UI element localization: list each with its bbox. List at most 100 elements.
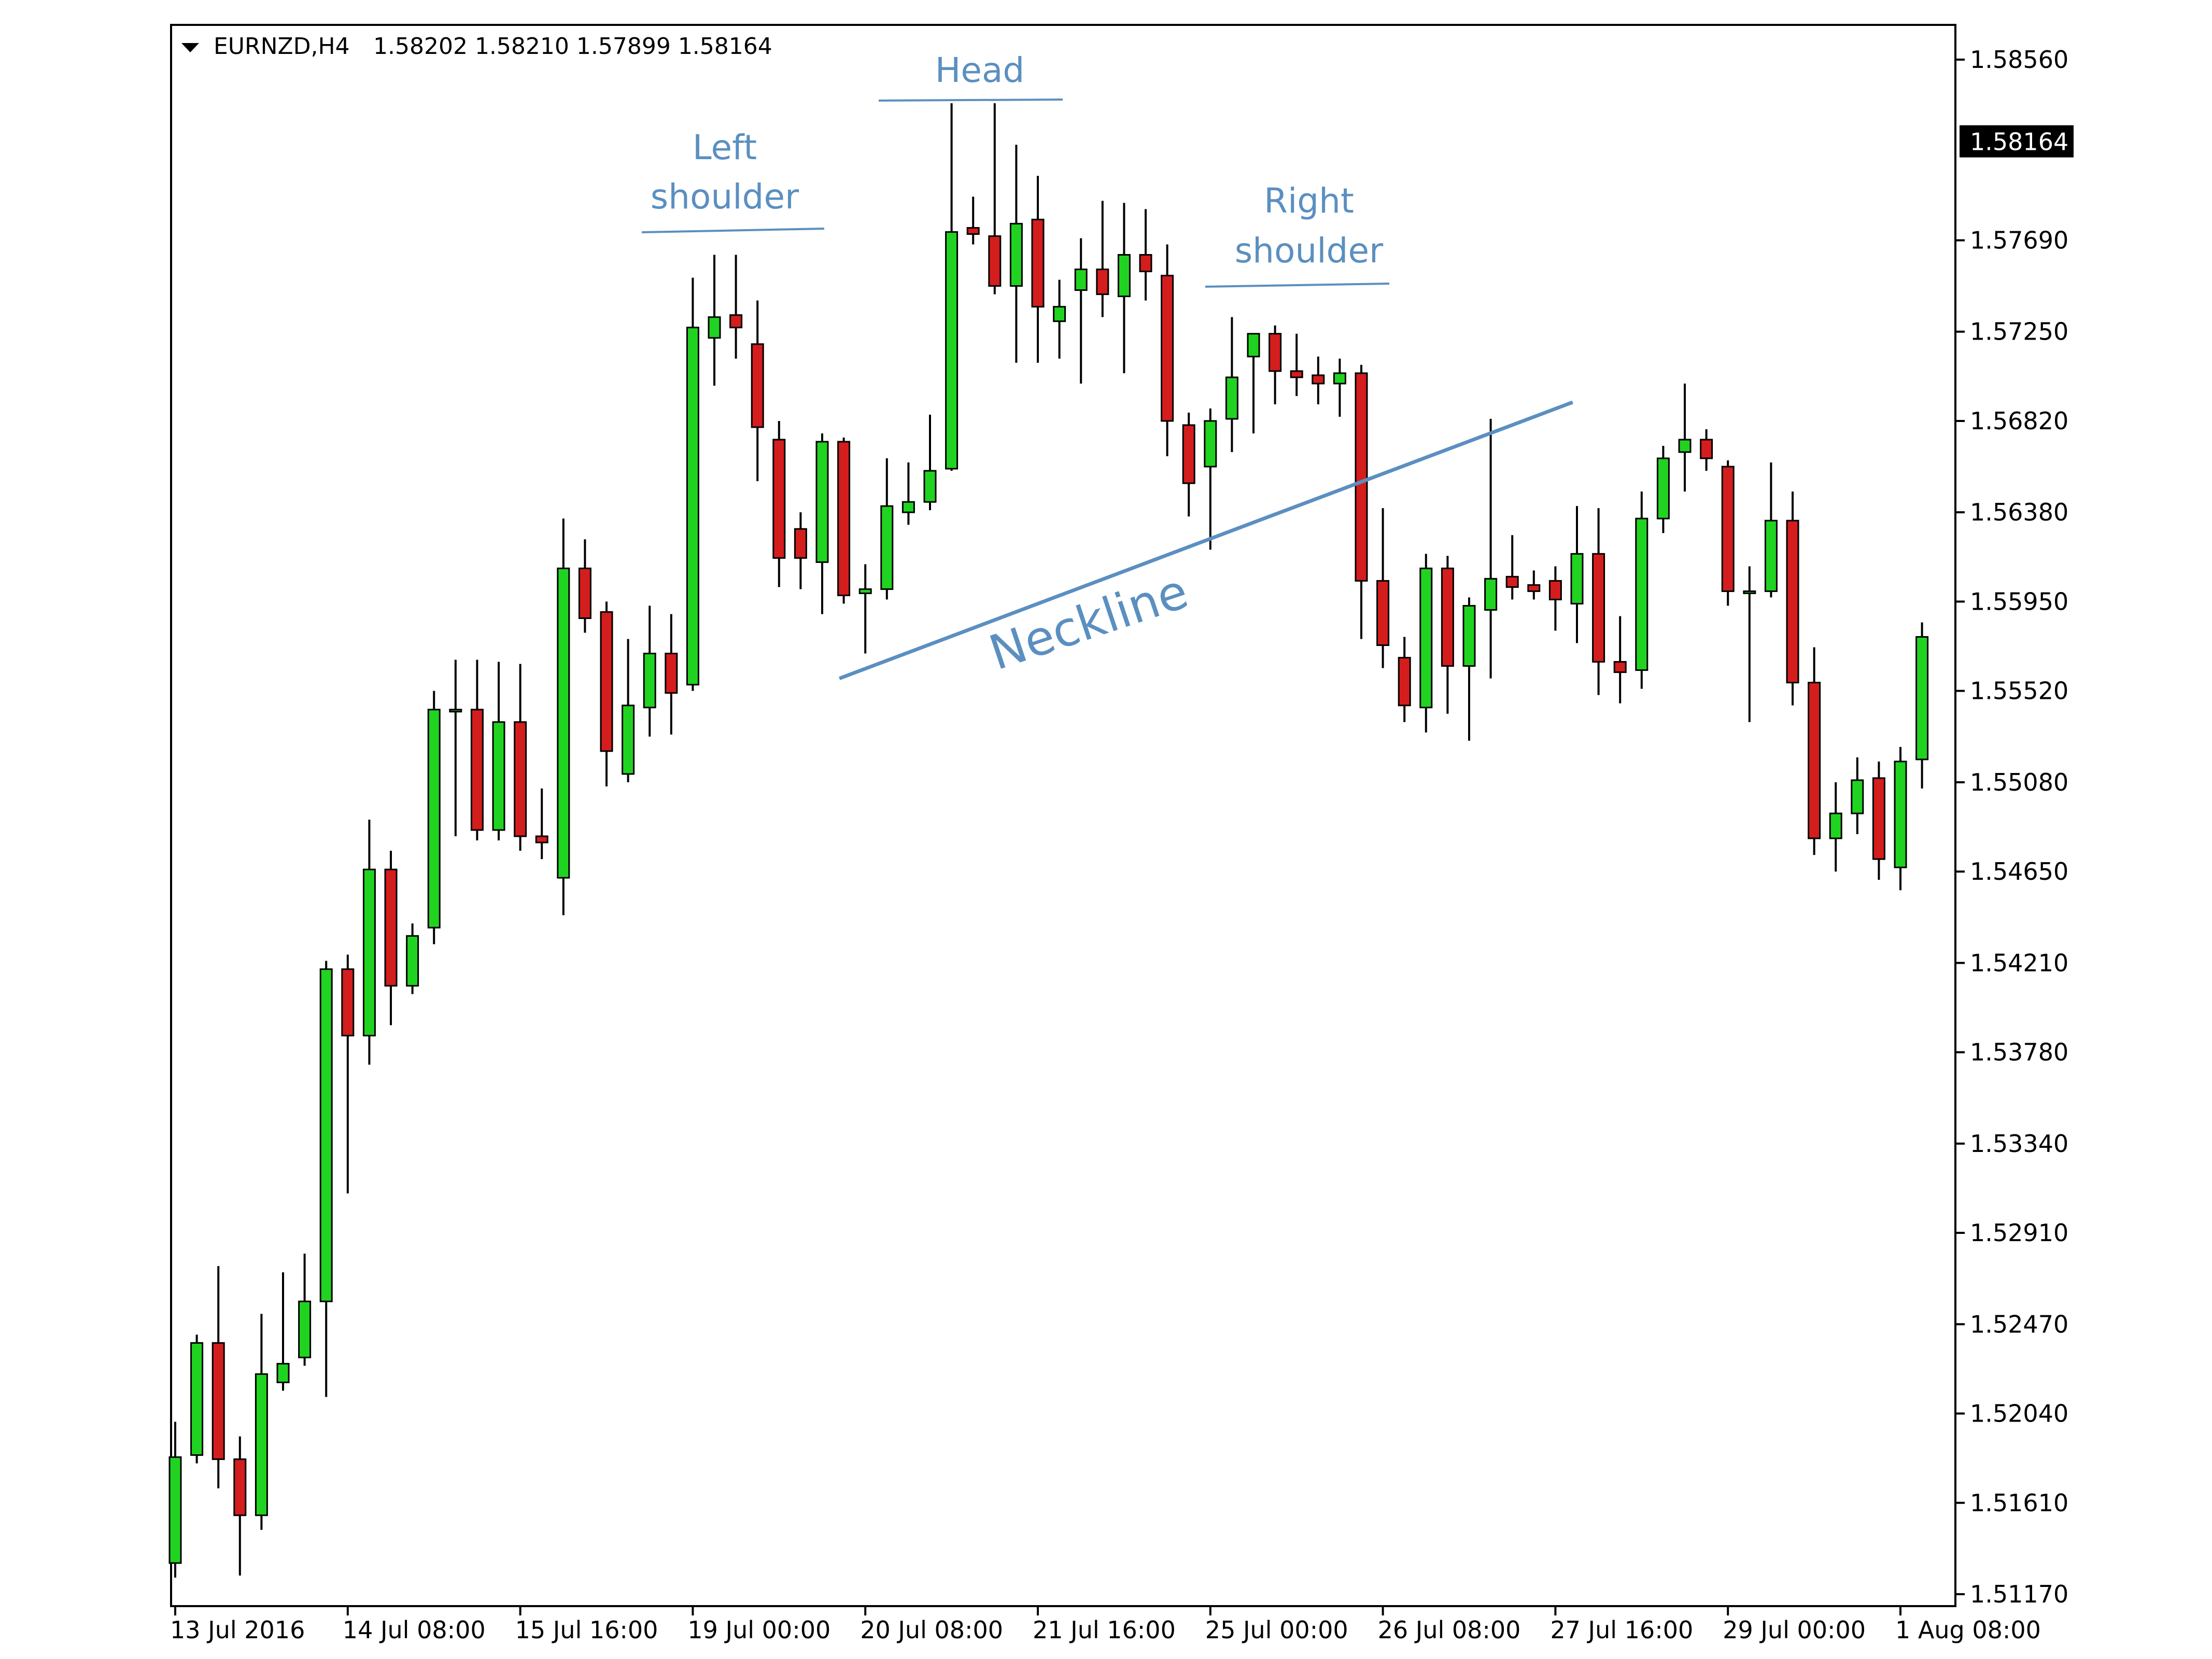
x-tick-label: 1 Aug 08:00 — [1895, 1616, 2041, 1644]
candle — [1225, 317, 1238, 453]
bear-candle-body — [729, 314, 743, 329]
candle — [1096, 201, 1109, 317]
right-shoulder-underline — [1205, 283, 1390, 288]
candle — [492, 662, 505, 841]
x-tick-label: 27 Jul 16:00 — [1550, 1616, 1693, 1644]
bear-candle-body — [1290, 370, 1303, 378]
bear-candle-body — [1700, 439, 1713, 459]
symbol-label: EURNZD,H4 — [214, 33, 350, 60]
bear-candle-body — [578, 567, 591, 619]
bull-candle-body — [1678, 439, 1692, 453]
bull-candle-body — [1053, 306, 1066, 322]
bear-candle-body — [772, 439, 786, 559]
y-tick-label: 1.53340 — [1970, 1130, 2068, 1158]
candle — [1269, 325, 1282, 404]
candle — [1376, 508, 1390, 668]
bear-candle-body — [1613, 661, 1627, 673]
bull-candle-body — [1829, 812, 1842, 839]
ohlc-label: 1.58202 1.58210 1.57899 1.58164 — [373, 33, 772, 60]
candle — [1656, 446, 1670, 533]
bear-candle-body — [1096, 269, 1109, 296]
bear-candle-body — [1312, 374, 1325, 385]
candle — [923, 414, 937, 511]
current-price-tag-bg — [1960, 125, 2074, 158]
bull-candle-body — [708, 316, 721, 339]
y-tick-label: 1.52040 — [1970, 1400, 2068, 1428]
x-tick-label: 14 Jul 08:00 — [343, 1616, 486, 1644]
bull-candle-body — [1419, 567, 1433, 709]
candle — [1527, 570, 1541, 600]
bear-candle-body — [988, 235, 1002, 287]
bull-candle-body — [815, 441, 829, 563]
candle — [1635, 491, 1649, 689]
left-shoulder-underline — [641, 228, 825, 233]
candle — [384, 851, 398, 1025]
bull-candle-body — [858, 588, 872, 594]
candle — [1592, 508, 1605, 695]
bull-candle-body — [1656, 457, 1670, 519]
bull-candle-body — [880, 505, 894, 590]
candle — [966, 196, 980, 245]
neckline — [839, 400, 1573, 680]
x-tick-label: 20 Jul 08:00 — [860, 1616, 1003, 1644]
candle — [1247, 333, 1260, 433]
candle — [1872, 761, 1885, 880]
bear-candle-body — [514, 721, 527, 837]
bull-candle-body — [1764, 519, 1778, 592]
bear-candle-body — [600, 611, 613, 752]
candle — [1333, 358, 1346, 417]
bear-candle-body — [470, 709, 484, 831]
candle — [1915, 622, 1929, 789]
candle — [1182, 412, 1195, 517]
x-tick-label: 13 Jul 2016 — [170, 1616, 305, 1644]
x-tick-label: 29 Jul 00:00 — [1723, 1616, 1866, 1644]
candle — [1031, 176, 1045, 363]
y-tick-label: 1.57690 — [1970, 226, 2068, 254]
bull-candle-body — [1915, 636, 1929, 761]
bear-candle-body — [1592, 553, 1605, 663]
bear-candle-body — [665, 653, 678, 694]
bear-candle-body — [341, 968, 355, 1037]
candle — [1204, 408, 1217, 550]
head-label: Head — [935, 50, 1025, 90]
bear-candle-body — [535, 835, 548, 843]
candle — [1009, 145, 1023, 363]
bull-candle-body — [1117, 254, 1131, 298]
candle — [1290, 333, 1303, 396]
bull-candle-body — [686, 327, 699, 686]
candle — [319, 961, 333, 1397]
y-tick-label: 1.58560 — [1970, 46, 2068, 74]
bull-candle-body — [168, 1456, 182, 1564]
candle — [341, 954, 355, 1193]
candle — [1700, 429, 1713, 471]
x-tick-label: 26 Jul 08:00 — [1378, 1616, 1521, 1644]
bear-candle-body — [1872, 777, 1885, 860]
candle — [190, 1334, 204, 1464]
y-tick-label: 1.56820 — [1970, 407, 2068, 435]
candle — [1355, 364, 1368, 639]
candle — [1721, 460, 1735, 606]
bear-candle-body — [384, 868, 398, 987]
candle — [1419, 554, 1433, 733]
chart-header: EURNZD,H4 1.58202 1.58210 1.57899 1.5816… — [181, 33, 772, 60]
triangle-down-icon[interactable] — [181, 43, 199, 52]
candle — [233, 1436, 247, 1576]
candle — [880, 458, 894, 600]
bear-candle-body — [1139, 254, 1152, 273]
bear-candle-body — [1808, 682, 1821, 839]
bull-candle-body — [1333, 372, 1346, 385]
bull-candle-body — [1009, 222, 1023, 287]
candle — [858, 564, 872, 654]
candle — [276, 1272, 290, 1391]
annotations: Head Left shoulder Right shoulder Neckli… — [641, 50, 1573, 681]
candle — [298, 1254, 312, 1366]
candle — [362, 819, 376, 1065]
candle — [1117, 203, 1131, 373]
candle — [1678, 383, 1692, 492]
candle — [1053, 279, 1066, 359]
bull-candle-body — [622, 705, 635, 775]
candle — [255, 1314, 268, 1530]
bear-candle-body — [212, 1342, 225, 1460]
y-tick-label: 1.51170 — [1970, 1580, 2068, 1608]
bear-candle-body — [1548, 580, 1562, 600]
